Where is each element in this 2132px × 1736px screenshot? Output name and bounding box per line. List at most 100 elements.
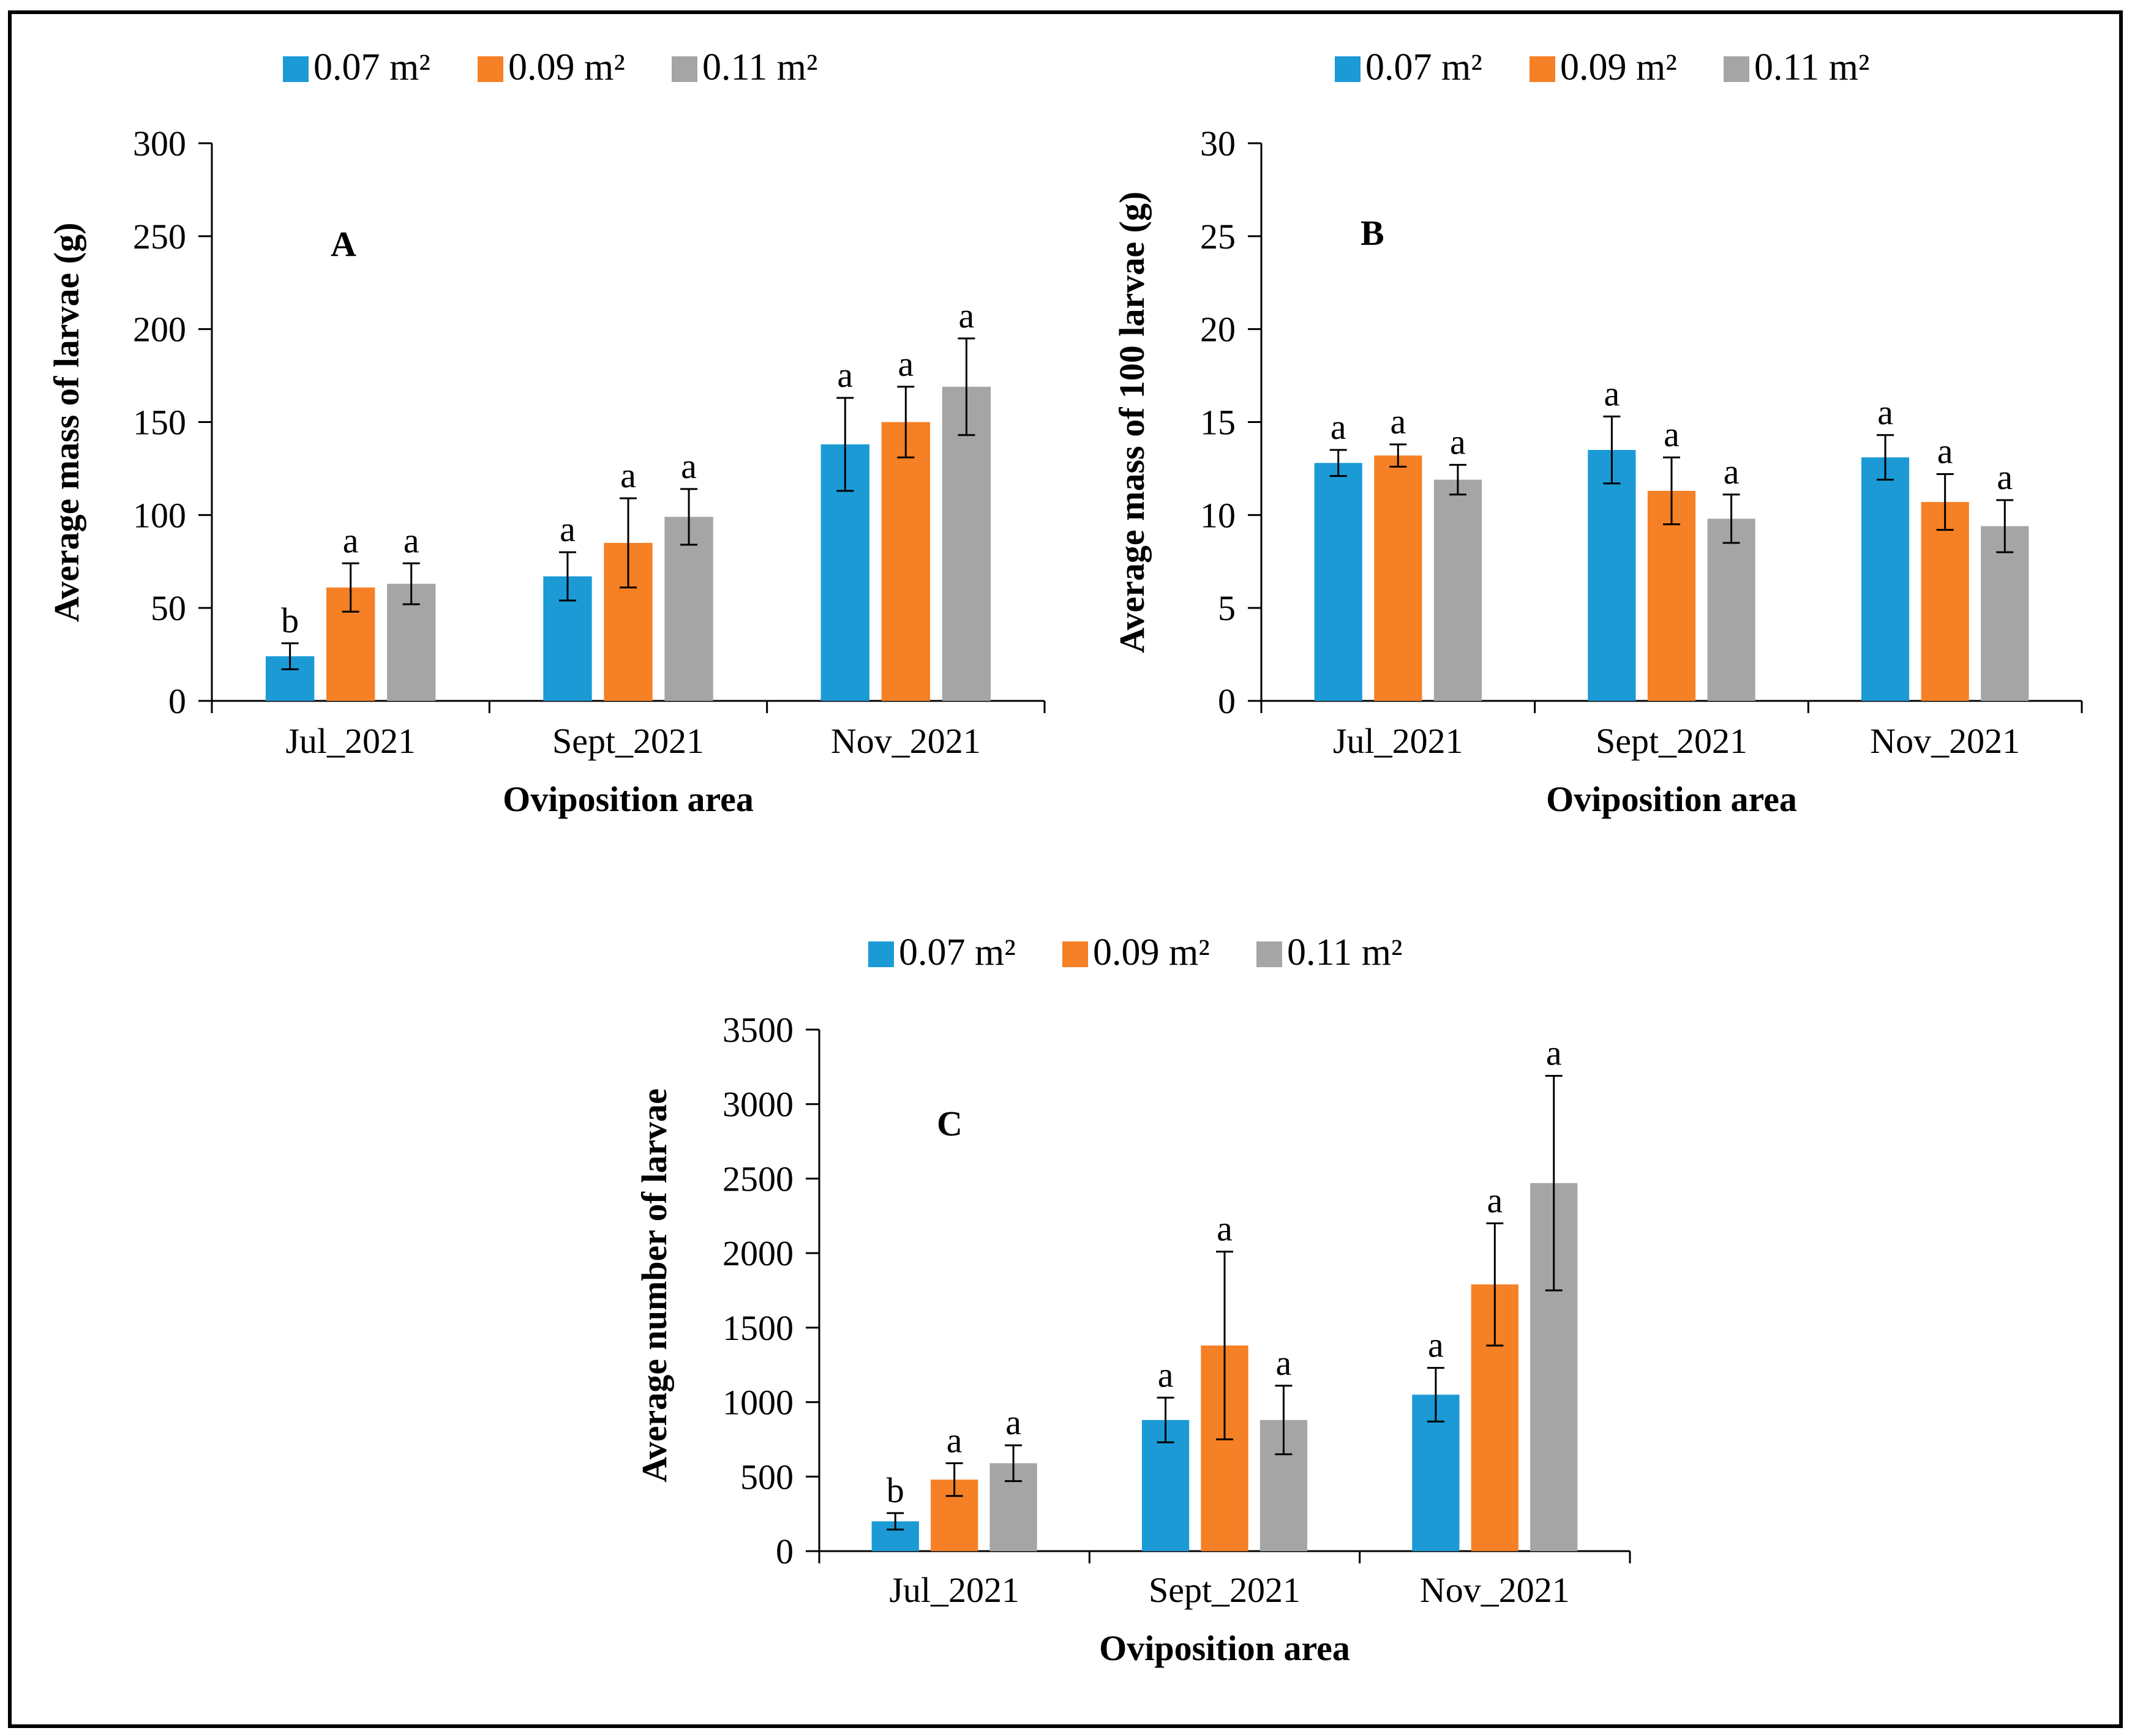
significance-letter: a <box>1331 407 1346 447</box>
significance-letter: a <box>1217 1209 1233 1249</box>
y-tick-label: 0 <box>1218 681 1236 721</box>
panel-label: A <box>331 224 356 264</box>
significance-letter: a <box>1604 373 1620 413</box>
x-tick-label: Nov_2021 <box>1420 1570 1570 1610</box>
figure-frame <box>8 10 2123 1728</box>
panel-b: 0.07 m² 0.09 m² 0.11 m² B 0 5 10 15 20 25 30 Jul_20… <box>1112 47 2083 819</box>
legend-swatch-3 <box>1724 56 1749 82</box>
legend-label-1: 0.07 m² <box>1365 47 1482 88</box>
legend-swatch-1 <box>1335 56 1361 82</box>
panel-c: 0.07 m² 0.09 m² 0.11 m² C 0 500 1000 1500 2000 25… <box>634 932 1631 1668</box>
significance-letter: a <box>404 520 419 560</box>
significance-letter: a <box>1158 1355 1174 1394</box>
legend-swatch-1 <box>868 941 894 967</box>
y-tick-label: 0 <box>168 681 186 721</box>
legend-label-2: 0.09 m² <box>1560 47 1677 88</box>
y-tick-label: 100 <box>133 495 186 535</box>
y-tick-label: 150 <box>133 403 186 443</box>
y-axis-title: Average mass of larvae (g) <box>47 223 86 623</box>
legend-label-1: 0.07 m² <box>899 932 1016 973</box>
legend-swatch-1 <box>283 56 309 82</box>
legend-label-3: 0.11 m² <box>1754 47 1870 88</box>
legend-swatch-2 <box>1530 56 1555 82</box>
x-tick-label: Sept_2021 <box>552 721 704 761</box>
x-tick-label: Sept_2021 <box>1596 721 1747 761</box>
bar-Nov_2021-series-3 <box>942 386 991 701</box>
significance-letter: a <box>560 509 576 549</box>
legend-label-3: 0.11 m² <box>1287 932 1403 973</box>
significance-letter: a <box>837 355 853 395</box>
y-tick-label: 2000 <box>723 1233 794 1273</box>
significance-letter: a <box>959 296 975 335</box>
bar-Sept_2021-series-2 <box>1647 490 1696 701</box>
significance-letter: a <box>1276 1343 1292 1383</box>
y-tick-label: 300 <box>133 124 186 163</box>
legend-label-3: 0.11 m² <box>702 47 818 88</box>
significance-letter: a <box>681 446 697 486</box>
significance-letter: a <box>1487 1180 1503 1220</box>
y-tick-label: 20 <box>1200 310 1236 350</box>
y-tick-label: 10 <box>1200 495 1236 535</box>
significance-letter: a <box>620 455 636 495</box>
y-tick-label: 250 <box>133 217 186 256</box>
significance-letter: a <box>1390 402 1406 441</box>
y-tick-label: 50 <box>151 588 186 628</box>
significance-letter: b <box>887 1470 904 1510</box>
y-axis-title: Average mass of 100 larvae (g) <box>1112 192 1152 653</box>
legend-swatch-3 <box>1256 941 1282 967</box>
bar-Jul_2021-series-1 <box>1314 463 1362 701</box>
bar-Sept_2021-series-3 <box>664 517 713 701</box>
bar-Jul_2021-series-2 <box>1374 455 1422 701</box>
bar-Nov_2021-series-1 <box>1861 457 1910 701</box>
significance-letter: a <box>343 520 359 560</box>
significance-letter: a <box>1450 422 1466 462</box>
y-tick-label: 30 <box>1200 124 1236 163</box>
bar-Nov_2021-series-3 <box>1981 526 2029 701</box>
x-tick-label: Jul_2021 <box>889 1570 1019 1610</box>
significance-letter: b <box>281 600 299 640</box>
significance-letter: a <box>898 344 914 384</box>
y-tick-label: 200 <box>133 310 186 350</box>
panel-label: B <box>1361 213 1384 253</box>
significance-letter: a <box>1428 1325 1444 1365</box>
significance-letter: a <box>947 1420 963 1460</box>
x-tick-label: Nov_2021 <box>831 721 981 761</box>
y-tick-label: 25 <box>1200 217 1236 256</box>
significance-letter: a <box>1997 457 2013 497</box>
y-tick-label: 500 <box>740 1457 794 1497</box>
y-tick-label: 1500 <box>723 1308 794 1348</box>
y-tick-label: 15 <box>1200 403 1236 443</box>
x-axis-title: Oviposition area <box>1099 1628 1350 1668</box>
legend-swatch-2 <box>1062 941 1088 967</box>
bar-Sept_2021-series-3 <box>1707 518 1755 701</box>
y-tick-label: 5 <box>1218 588 1236 628</box>
significance-letter: a <box>1937 432 1953 471</box>
bar-Sept_2021-series-1 <box>1588 450 1636 701</box>
x-tick-label: Jul_2021 <box>1333 721 1463 761</box>
legend-label-2: 0.09 m² <box>508 47 625 88</box>
significance-letter: a <box>1664 414 1680 454</box>
y-axis-title: Average number of larvae <box>634 1088 674 1483</box>
significance-letter: a <box>1724 452 1740 492</box>
bar-Nov_2021-series-2 <box>1921 502 1969 701</box>
panel-label: C <box>937 1104 963 1143</box>
legend-swatch-2 <box>478 56 503 82</box>
significance-letter: a <box>1877 392 1893 432</box>
y-tick-label: 0 <box>776 1532 794 1571</box>
x-tick-label: Sept_2021 <box>1149 1570 1301 1610</box>
panel-a: 0.07 m² 0.09 m² 0.11 m² A 0 50 100 150 200 250 300… <box>47 47 1046 819</box>
y-tick-label: 3000 <box>723 1085 794 1124</box>
y-tick-label: 2500 <box>723 1159 794 1199</box>
y-tick-label: 3500 <box>723 1010 794 1050</box>
legend-label-1: 0.07 m² <box>313 47 430 88</box>
bar-Jul_2021-series-3 <box>1433 479 1482 701</box>
legend-swatch-3 <box>672 56 697 82</box>
x-axis-title: Oviposition area <box>503 779 754 819</box>
significance-letter: a <box>1005 1402 1021 1442</box>
bar-Nov_2021-series-2 <box>881 422 930 701</box>
legend-label-2: 0.09 m² <box>1093 932 1210 973</box>
significance-letter: a <box>1546 1033 1562 1072</box>
x-axis-title: Oviposition area <box>1546 779 1797 819</box>
x-tick-label: Jul_2021 <box>285 721 416 761</box>
